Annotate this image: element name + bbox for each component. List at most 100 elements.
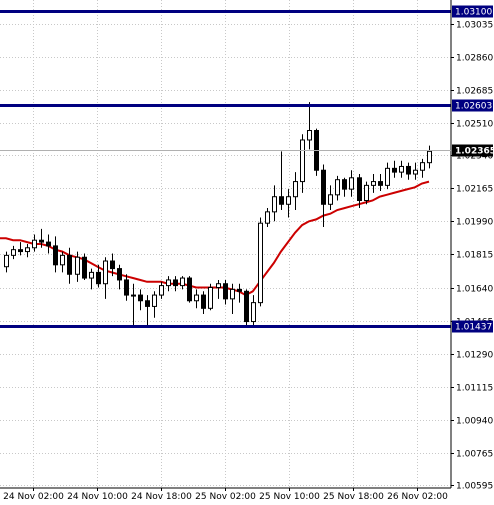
- y-axis-ticks: 1.030351.028601.026851.025101.023401.021…: [451, 21, 493, 492]
- candle-body-down: [406, 165, 411, 175]
- candle: [96, 264, 101, 288]
- candle-body-up: [385, 167, 390, 186]
- current-price-box: [452, 144, 493, 157]
- candle: [364, 181, 369, 205]
- candle-body-down: [124, 279, 129, 296]
- candle-body-up: [11, 249, 16, 256]
- candle-body-up: [272, 196, 277, 213]
- candle: [166, 276, 171, 292]
- candle-body-down: [82, 256, 87, 279]
- candle: [75, 251, 80, 282]
- candle-body-up: [208, 287, 213, 309]
- candle-body-up: [180, 277, 185, 287]
- y-tick-label: 1.00765: [456, 450, 493, 460]
- candle: [110, 253, 115, 277]
- candle: [279, 151, 284, 210]
- candle: [194, 289, 199, 309]
- candle-body-up: [371, 181, 376, 186]
- candle-body-down: [39, 239, 44, 243]
- candle: [286, 189, 291, 218]
- candle-body-down: [145, 300, 150, 307]
- candle-body-down: [18, 249, 23, 253]
- candle: [152, 291, 157, 318]
- candle-body-up: [258, 222, 263, 304]
- candle-body-up: [399, 165, 404, 173]
- level-label: 1.01437: [455, 323, 492, 333]
- y-tick-label: 1.01640: [456, 285, 493, 295]
- candle-body-down: [392, 167, 397, 173]
- candle-body-up: [32, 239, 37, 249]
- candle: [378, 174, 383, 192]
- candle-body-up: [265, 211, 270, 224]
- candle-body-up: [230, 288, 235, 300]
- x-tick-label: 24 Nov 18:00: [131, 492, 192, 502]
- candle: [32, 234, 37, 252]
- candle-body-up: [75, 256, 80, 275]
- candle: [420, 158, 425, 178]
- candle: [124, 274, 129, 301]
- candle: [11, 245, 16, 260]
- candle: [131, 283, 136, 326]
- candle-body-down: [342, 179, 347, 190]
- candle: [385, 162, 390, 190]
- level-label-box: [452, 99, 493, 112]
- candle-body-up: [25, 247, 30, 253]
- candle: [244, 289, 249, 326]
- candles: [4, 102, 432, 328]
- candle: [4, 251, 9, 273]
- candle-body-up: [216, 283, 221, 289]
- level-label: 1.02603: [455, 102, 492, 112]
- candle: [89, 268, 94, 290]
- candle: [223, 279, 228, 305]
- candle: [138, 289, 143, 311]
- y-tick-label: 1.02165: [456, 185, 493, 195]
- candle-body-up: [307, 130, 312, 141]
- candle-body-down: [46, 241, 51, 247]
- candle: [67, 247, 72, 284]
- candle-body-down: [96, 271, 101, 285]
- candle: [237, 283, 242, 303]
- candle: [53, 236, 58, 273]
- candle-body-up: [364, 184, 369, 201]
- x-tick-label: 26 Nov 02:00: [387, 492, 448, 502]
- candle-body-down: [201, 294, 206, 309]
- y-tick-label: 1.01290: [456, 351, 493, 361]
- candle: [159, 281, 164, 299]
- candle: [216, 279, 221, 299]
- candle-body-up: [413, 169, 418, 175]
- candle: [265, 208, 270, 227]
- candle-body-down: [138, 294, 143, 302]
- candle: [117, 264, 122, 290]
- candle-body-up: [131, 294, 136, 297]
- candle: [300, 134, 305, 193]
- candle-body-up: [4, 254, 9, 268]
- candle: [82, 253, 87, 280]
- candle: [60, 251, 65, 273]
- candle-body-down: [67, 254, 72, 275]
- y-tick-label: 1.01115: [456, 384, 493, 394]
- level-label-box: [452, 5, 493, 18]
- horizontal-levels[interactable]: [0, 10, 451, 328]
- candle: [18, 242, 23, 256]
- candle: [399, 160, 404, 178]
- candle-body-down: [187, 277, 192, 302]
- candle: [25, 244, 30, 258]
- candle: [427, 145, 432, 169]
- candle: [357, 174, 362, 209]
- candle-body-up: [293, 181, 298, 198]
- candle: [272, 185, 277, 222]
- y-tick-label: 1.02860: [456, 54, 493, 64]
- candle-body-up: [328, 194, 333, 205]
- candle-body-up: [166, 279, 171, 287]
- candle-body-up: [103, 260, 108, 285]
- y-tick-label: 1.02685: [456, 87, 493, 97]
- candle: [258, 217, 263, 307]
- y-tick-label: 1.03035: [456, 21, 493, 31]
- candle-body-down: [223, 283, 228, 300]
- candle: [251, 295, 256, 328]
- candle: [349, 170, 354, 197]
- y-tick-label: 1.01815: [456, 251, 493, 261]
- candle: [173, 276, 178, 292]
- current-price-marker: 1.02365: [0, 144, 494, 157]
